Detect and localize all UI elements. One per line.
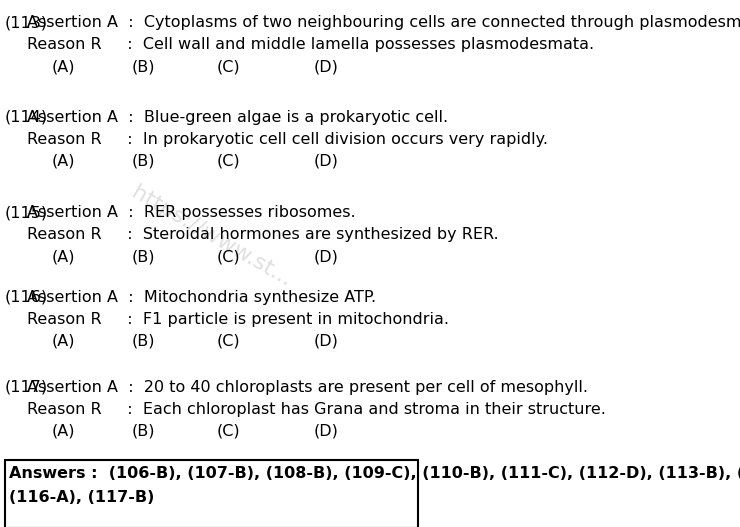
Text: (A): (A) bbox=[51, 424, 75, 439]
Bar bbox=[4, 460, 418, 527]
Text: Reason R     :  F1 particle is present in mitochondria.: Reason R : F1 particle is present in mit… bbox=[27, 312, 449, 327]
Text: Assertion A  :  Blue-green algae is a prokaryotic cell.: Assertion A : Blue-green algae is a prok… bbox=[27, 110, 448, 125]
Text: Assertion A  :  Cytoplasms of two neighbouring cells are connected through plasm: Assertion A : Cytoplasms of two neighbou… bbox=[27, 15, 740, 30]
Text: (114): (114) bbox=[4, 110, 47, 125]
Text: (113): (113) bbox=[4, 15, 47, 30]
Text: (C): (C) bbox=[217, 424, 240, 439]
Text: (115): (115) bbox=[4, 205, 47, 220]
Text: (D): (D) bbox=[314, 334, 339, 349]
Text: (C): (C) bbox=[217, 249, 240, 264]
Text: (C): (C) bbox=[217, 154, 240, 169]
Text: Reason R     :  Each chloroplast has Grana and stroma in their structure.: Reason R : Each chloroplast has Grana an… bbox=[27, 402, 606, 417]
Text: (A): (A) bbox=[51, 334, 75, 349]
Text: (116): (116) bbox=[4, 290, 47, 305]
Text: (B): (B) bbox=[131, 59, 155, 74]
Text: Reason R     :  Steroidal hormones are synthesized by RER.: Reason R : Steroidal hormones are synthe… bbox=[27, 227, 499, 242]
Text: (A): (A) bbox=[51, 59, 75, 74]
Text: https://www.st...: https://www.st... bbox=[128, 183, 295, 291]
Text: (B): (B) bbox=[131, 424, 155, 439]
Text: Answers :  (106-B), (107-B), (108-B), (109-C), (110-B), (111-C), (112-D), (113-B: Answers : (106-B), (107-B), (108-B), (10… bbox=[9, 466, 740, 481]
Text: Reason R     :  Cell wall and middle lamella possesses plasmodesmata.: Reason R : Cell wall and middle lamella … bbox=[27, 37, 594, 52]
Text: (A): (A) bbox=[51, 154, 75, 169]
Text: (A): (A) bbox=[51, 249, 75, 264]
Text: (117): (117) bbox=[4, 380, 47, 395]
Text: (116-A), (117-B): (116-A), (117-B) bbox=[9, 490, 155, 505]
Text: (C): (C) bbox=[217, 334, 240, 349]
Text: (D): (D) bbox=[314, 249, 339, 264]
Text: (B): (B) bbox=[131, 334, 155, 349]
Text: (C): (C) bbox=[217, 59, 240, 74]
Text: Assertion A  :  RER possesses ribosomes.: Assertion A : RER possesses ribosomes. bbox=[27, 205, 356, 220]
Text: (B): (B) bbox=[131, 154, 155, 169]
Text: Assertion A  :  20 to 40 chloroplasts are present per cell of mesophyll.: Assertion A : 20 to 40 chloroplasts are … bbox=[27, 380, 588, 395]
Text: (D): (D) bbox=[314, 154, 339, 169]
Text: Assertion A  :  Mitochondria synthesize ATP.: Assertion A : Mitochondria synthesize AT… bbox=[27, 290, 377, 305]
Text: (D): (D) bbox=[314, 424, 339, 439]
Text: (B): (B) bbox=[131, 249, 155, 264]
Text: (D): (D) bbox=[314, 59, 339, 74]
Text: Reason R     :  In prokaryotic cell cell division occurs very rapidly.: Reason R : In prokaryotic cell cell divi… bbox=[27, 132, 548, 147]
